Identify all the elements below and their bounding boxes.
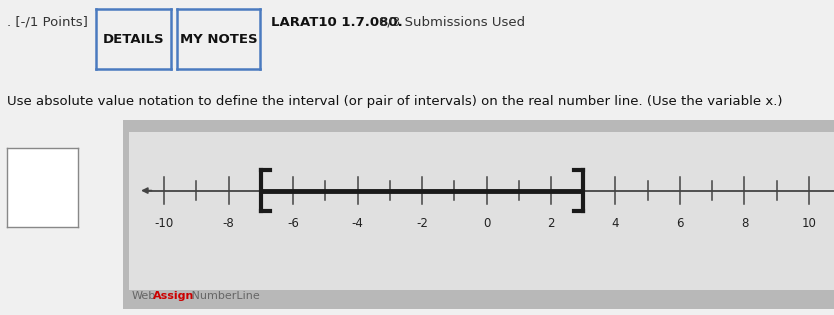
Text: 8: 8 xyxy=(741,217,748,230)
Text: NumberLine: NumberLine xyxy=(188,291,260,301)
Text: -6: -6 xyxy=(287,217,299,230)
Text: Use absolute value notation to define the interval (or pair of intervals) on the: Use absolute value notation to define th… xyxy=(7,94,782,107)
Text: 2: 2 xyxy=(547,217,555,230)
Text: MY NOTES: MY NOTES xyxy=(179,33,258,46)
Text: 6: 6 xyxy=(676,217,684,230)
Text: 4: 4 xyxy=(612,217,619,230)
Text: DETAILS: DETAILS xyxy=(103,33,164,46)
Text: Assign: Assign xyxy=(153,291,194,301)
Text: 0/3 Submissions Used: 0/3 Submissions Used xyxy=(379,16,525,29)
Text: . [-/1 Points]: . [-/1 Points] xyxy=(7,16,88,29)
Text: Web: Web xyxy=(132,291,156,301)
Text: -10: -10 xyxy=(154,217,173,230)
Text: LARAT10 1.7.080.: LARAT10 1.7.080. xyxy=(271,16,403,29)
Text: 10: 10 xyxy=(801,217,816,230)
Text: -2: -2 xyxy=(416,217,428,230)
Text: -8: -8 xyxy=(223,217,234,230)
Text: 0: 0 xyxy=(483,217,490,230)
Text: -4: -4 xyxy=(352,217,364,230)
